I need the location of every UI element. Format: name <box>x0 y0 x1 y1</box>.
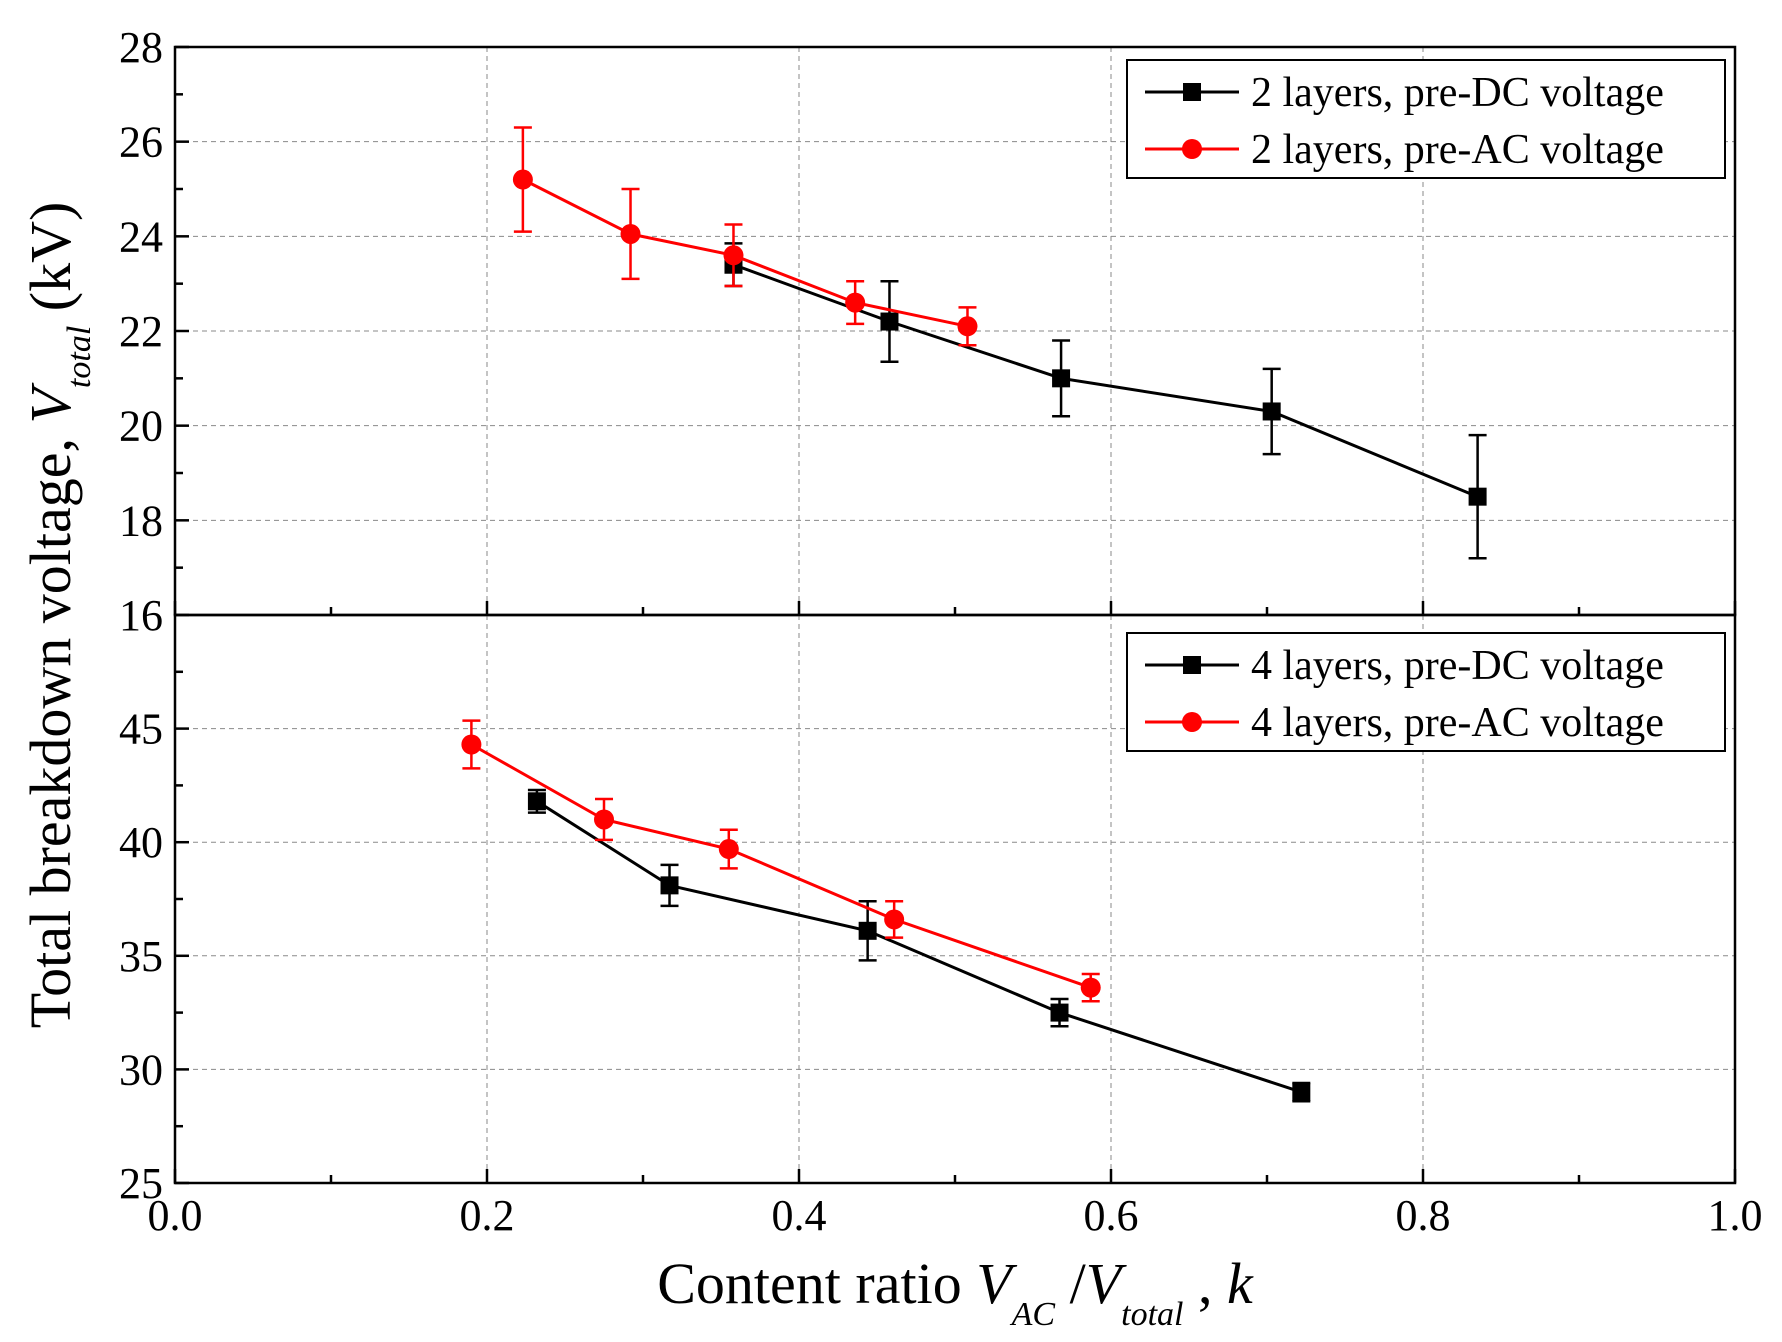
legend-marker <box>1183 83 1201 101</box>
y-tick-label: 35 <box>119 932 163 981</box>
legend-label: 4 layers, pre-DC voltage <box>1251 643 1664 689</box>
data-point <box>884 909 905 930</box>
legend-marker <box>1183 656 1201 674</box>
data-point <box>858 921 877 940</box>
y-tick-label: 20 <box>119 402 163 451</box>
legend-marker <box>1182 712 1202 732</box>
x-tick-label: 0.2 <box>460 1191 515 1240</box>
data-point <box>620 223 641 244</box>
y-tick-label: 40 <box>119 818 163 867</box>
data-point <box>594 809 614 830</box>
legend-label: 2 layers, pre-AC voltage <box>1251 127 1664 173</box>
bottom-panel-series <box>461 719 1311 1103</box>
y-tick-label: 26 <box>119 118 163 167</box>
x-axis-ticks: 0.0 0.2 0.4 0.6 0.8 1.0 <box>148 1191 1763 1240</box>
data-point <box>1052 369 1071 388</box>
y-tick-label: 28 <box>119 23 163 72</box>
data-point <box>1292 1083 1311 1102</box>
data-point <box>723 245 744 266</box>
data-point <box>1468 487 1487 506</box>
legend-label: 2 layers, pre-DC voltage <box>1251 70 1664 116</box>
data-point <box>957 316 978 337</box>
legend-label: 4 layers, pre-AC voltage <box>1251 700 1664 746</box>
y-tick-label: 24 <box>119 212 163 261</box>
legend-box <box>1126 632 1726 752</box>
data-point <box>461 734 482 755</box>
series-line <box>522 178 968 328</box>
data-point <box>1262 402 1281 421</box>
x-tick-label: 1.0 <box>1708 1191 1763 1240</box>
x-axis-label: Content ratio VAC /Vtotal , k <box>657 1251 1254 1333</box>
y-tick-label: 22 <box>119 307 163 356</box>
bottom-panel-legend: 4 layers, pre-DC voltage 4 layers, pre-AC… <box>1126 632 1726 752</box>
bottom-panel-ticks: 25 30 35 40 45 <box>119 670 1737 1208</box>
data-point <box>527 792 546 811</box>
y-tick-label: 25 <box>119 1159 163 1208</box>
top-panel-legend: 2 layers, pre-DC voltage 2 layers, pre-AC… <box>1126 59 1726 179</box>
series-line <box>536 800 1302 1094</box>
y-tick-label: 18 <box>119 496 163 545</box>
legend-marker <box>1182 139 1202 159</box>
x-tick-label: 0.6 <box>1084 1191 1139 1240</box>
y-tick-label: 30 <box>119 1045 163 1094</box>
top-panel-series <box>512 126 1487 560</box>
data-point <box>845 292 866 313</box>
data-point <box>660 876 679 895</box>
series-line <box>470 743 1092 990</box>
x-tick-label: 0.4 <box>772 1191 827 1240</box>
x-tick-label: 0.8 <box>1396 1191 1451 1240</box>
legend-box <box>1126 59 1726 179</box>
y-axis-label: Total breakdown voltage, Vtotal (kV) <box>18 202 98 1029</box>
bottom-panel-frame <box>173 613 1737 1185</box>
data-point <box>718 839 739 860</box>
data-point <box>880 312 899 331</box>
x-tick-label: 0.0 <box>148 1191 203 1240</box>
data-point <box>512 169 533 190</box>
data-point <box>1080 977 1101 998</box>
y-tick-label: 16 <box>119 591 163 640</box>
data-point <box>1050 1003 1069 1022</box>
top-panel-ticks: 16 18 20 22 24 26 28 <box>119 23 1737 640</box>
y-tick-label: 45 <box>119 705 163 754</box>
